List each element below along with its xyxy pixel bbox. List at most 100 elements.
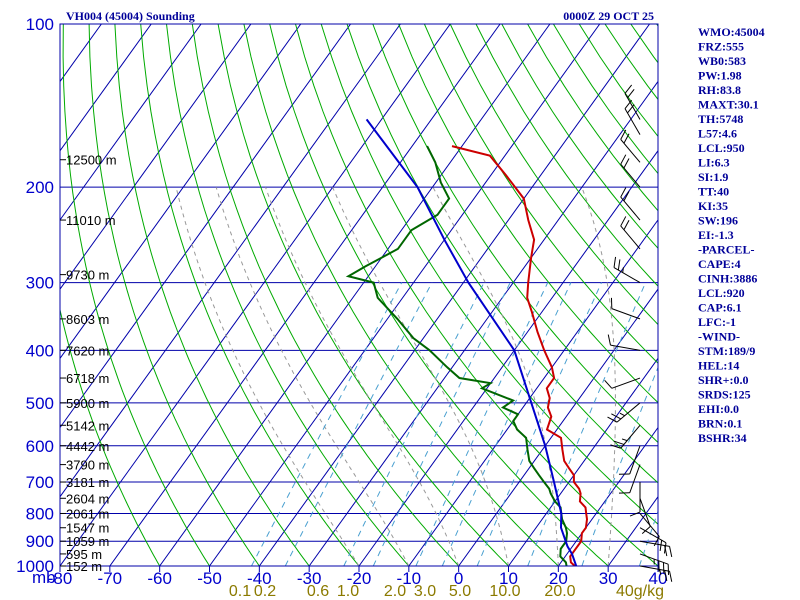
dry-adiabat: [372, 24, 658, 444]
height-label: 12500 m: [66, 153, 117, 168]
height-label: 7620 m: [66, 343, 109, 358]
sounding-profiles: [345, 118, 589, 566]
wind-barb-staff: [629, 464, 641, 493]
wind-barb-half-flag: [659, 569, 662, 575]
dry-adiabats: [60, 24, 658, 566]
wind-barb-flag: [613, 440, 625, 445]
dry-adiabat: [475, 24, 658, 287]
index-line: HEL:14: [698, 359, 739, 373]
mixing-ratio-line: [476, 282, 602, 566]
mixing-ratio-label: 0.2: [254, 583, 276, 600]
mixing-ratio-line: [415, 282, 549, 566]
index-line: WB0:583: [698, 54, 746, 68]
height-label: 11010 m: [66, 213, 116, 228]
wind-barb-flag: [623, 158, 630, 169]
temperature-tick-label: -70: [98, 569, 123, 588]
index-line: L57:4.6: [698, 127, 737, 141]
dry-adiabat: [62, 24, 210, 566]
dry-adiabat: [295, 24, 658, 566]
mixing-ratio-line: [372, 282, 511, 566]
index-line: PW:1.98: [698, 69, 742, 83]
mixing-ratio-label: 20.0: [544, 583, 575, 600]
index-line: CAPE:4: [698, 257, 741, 271]
wind-barbs: [604, 84, 673, 582]
height-label: 8603 m: [66, 312, 109, 327]
wind-barb-flag: [610, 444, 621, 449]
pressure-tick-label: 400: [26, 341, 54, 360]
mixing-ratio-label: 2.0: [384, 583, 406, 600]
moist-adiabat: [332, 186, 509, 566]
isotherm--50: [209, 24, 601, 566]
index-line: KI:35: [698, 199, 728, 213]
index-line: SRDS:125: [698, 388, 751, 402]
wind-barb-flag: [620, 129, 627, 140]
dry-adiabat: [217, 24, 509, 566]
height-label: 2604 m: [66, 491, 109, 506]
dry-adiabat: [346, 24, 658, 484]
mixing-ratio-line: [441, 282, 572, 566]
isotherm--60: [159, 24, 551, 566]
temperature-profile: [451, 145, 589, 566]
mixing-ratio-label: 0.1: [229, 583, 251, 600]
wind-barb-flag: [623, 133, 630, 144]
index-line: TH:5748: [698, 112, 743, 126]
index-line: WMO:45004: [698, 25, 765, 39]
mixing-ratio-line: [343, 282, 485, 566]
wind-barb-flag: [623, 220, 630, 231]
mixing-ratio-labels: 0.1 0.2 0.6 1.0 2.0 3.0 5.0 10.0 20.0 40g/kg: [229, 583, 664, 600]
isotherm--100: [60, 24, 351, 429]
dry-adiabat: [269, 24, 609, 566]
wind-barb-flag: [659, 540, 663, 551]
isotherm--90: [60, 24, 401, 498]
temperature-tick-label: -60: [147, 569, 172, 588]
temperature-tick-label: -40: [247, 569, 272, 588]
index-line: FRZ:555: [698, 40, 744, 54]
wind-barb-flag: [664, 570, 668, 581]
pressure-tick-label: 500: [26, 394, 54, 413]
dry-adiabat: [320, 24, 658, 525]
temperature-tick-label: 20: [549, 569, 568, 588]
height-label: 4442 m: [66, 439, 109, 454]
height-label: 3181 m: [66, 475, 109, 490]
wind-barb-flag: [641, 526, 651, 535]
height-label: 152 m: [66, 559, 102, 574]
dry-adiabat: [166, 24, 410, 566]
moist-adiabat: [175, 187, 360, 566]
wind-barb-half-flag: [621, 438, 628, 442]
dewpoint-profile: [345, 145, 569, 566]
mixing-ratio-line: [251, 282, 403, 566]
mixing-ratio-line: [284, 282, 433, 566]
pressure-tick-label: 1000: [16, 557, 54, 576]
temperature-tick-label: -20: [347, 569, 372, 588]
pressure-tick-label: 800: [26, 504, 54, 523]
index-line: EI:-1.3: [698, 228, 734, 242]
wind-barb-flag: [611, 413, 622, 420]
height-label: 1547 m: [66, 521, 109, 536]
isotherm--110: [60, 24, 302, 360]
dry-adiabat: [449, 24, 658, 326]
index-line: LI:6.3: [698, 156, 730, 170]
mixing-ratio-line: [527, 282, 647, 566]
sounding-time: 0000Z 29 OCT 25: [563, 9, 654, 23]
wind-barb-flag: [669, 546, 673, 558]
isotherm--20: [358, 149, 658, 566]
wind-barb-half-flag: [622, 267, 624, 273]
wind-barb-flag: [653, 536, 660, 547]
pressure-temperature-grid: [60, 24, 658, 566]
stability-indices-panel: WMO:45004FRZ:555WB0:583PW:1.98RH:83.8MAX…: [698, 25, 765, 445]
wind-barb-flag: [620, 187, 627, 198]
isotherm--70: [109, 24, 501, 566]
temperature-tick-label: 0: [454, 569, 463, 588]
wind-barb-half-flag: [619, 412, 625, 417]
wind-barb-flag: [607, 416, 618, 423]
temperature-tick-label: -80: [48, 569, 73, 588]
wind-barb-staff: [610, 344, 641, 351]
wind-barb-flag: [604, 379, 613, 389]
wind-barb-flag: [669, 571, 673, 582]
pressure-tick-label: 900: [26, 532, 54, 551]
dry-adiabat: [243, 24, 559, 566]
dry-adiabat: [501, 24, 658, 250]
wind-barb-flag: [620, 216, 627, 227]
wind-barb-flag: [624, 84, 633, 94]
